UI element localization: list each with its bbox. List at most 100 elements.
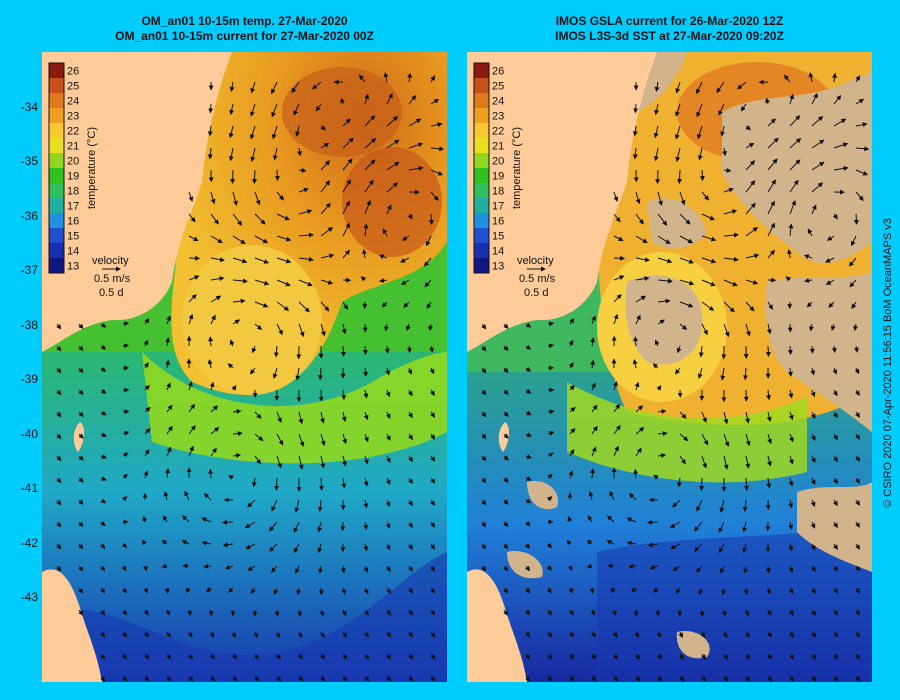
velocity-arrow [254, 257, 270, 264]
velocity-arrow [78, 609, 84, 616]
colorbar-tick-label: 25 [67, 81, 79, 93]
velocity-arrow [654, 103, 660, 116]
velocity-arrow [253, 631, 259, 639]
velocity-arrow [317, 367, 323, 381]
velocity-arrow [56, 433, 62, 440]
velocity-arrow [100, 410, 107, 416]
colorbar-swatch [49, 93, 64, 109]
velocity-arrow [320, 142, 330, 149]
velocity-arrow [657, 191, 663, 206]
velocity-arrow [851, 301, 857, 309]
colorbar-tick-label: 17 [492, 201, 504, 213]
velocity-arrow [161, 563, 168, 569]
velocity-arrow [232, 675, 238, 682]
velocity-arrow [424, 279, 432, 288]
cold-water-south [597, 522, 872, 682]
velocity-arrow [831, 345, 837, 354]
velocity-arrow [832, 389, 838, 397]
velocity-arrow [407, 213, 413, 220]
velocity-arrow [232, 213, 243, 226]
velocity-arrow [386, 139, 400, 149]
velocity-arrow [320, 227, 334, 237]
velocity-arrow [788, 455, 794, 465]
velocity-arrow [100, 543, 106, 549]
velocity-arrow [722, 631, 728, 639]
velocity-arrow [635, 314, 641, 325]
velocity-arrow [833, 587, 839, 594]
velocity-arrow [408, 118, 422, 127]
velocity-arrow [613, 445, 619, 457]
colorbar-tick-label: 22 [492, 126, 504, 138]
velocity-arrow [503, 565, 509, 572]
velocity-arrow [100, 675, 106, 682]
velocity-arrow [100, 565, 106, 572]
colorbar-swatch [49, 168, 64, 184]
velocity-arrow [699, 477, 705, 491]
velocity-arrow [606, 540, 615, 545]
velocity-arrow [653, 147, 659, 162]
velocity-arrow [122, 675, 128, 682]
velocity-arrow [253, 653, 259, 660]
velocity-arrow [184, 490, 190, 501]
velocity-arrow [679, 455, 686, 465]
velocity-arrow [723, 256, 739, 262]
velocity-arrow [341, 587, 347, 595]
velocity-arrow [767, 653, 773, 660]
velocity-arrow [503, 499, 509, 505]
velocity-arrow [144, 448, 150, 457]
colorbar-swatch [49, 63, 64, 79]
velocity-arrow [142, 515, 148, 523]
velocity-arrow [165, 468, 170, 479]
velocity-arrow [386, 631, 392, 638]
velocity-arrow [385, 565, 391, 573]
velocity-arrow [430, 433, 436, 440]
velocity-arrow [855, 521, 861, 528]
velocity-arrow [811, 204, 817, 215]
velocity-arrow [275, 653, 281, 660]
velocity-arrow [250, 587, 256, 594]
velocity-arrow [188, 445, 194, 457]
velocity-arrow [546, 542, 553, 549]
velocity-arrow [833, 94, 842, 105]
velocity-arrow [586, 563, 593, 569]
velocity-arrow [634, 631, 640, 638]
velocity-arrow [719, 499, 725, 513]
velocity-arrow [568, 587, 574, 594]
velocity-arrow [163, 491, 169, 501]
right-title-line1: IMOS GSLA current for 26-Mar-2020 12Z [555, 14, 784, 28]
velocity-arrow [408, 433, 413, 441]
velocity-arrow [833, 142, 849, 149]
velocity-arrow [56, 345, 62, 352]
velocity-arrow [207, 147, 213, 160]
velocity-arrow [385, 455, 391, 464]
velocity-arrow [187, 381, 193, 391]
velocity-arrow [407, 389, 413, 397]
velocity-arrow [503, 345, 509, 352]
mainland-australia [467, 52, 657, 352]
velocity-arrow [632, 359, 638, 369]
satellite-sst-map: 26 25 24 23 22 21 20 19 18 17 16 15 14 13 temperature… [467, 52, 872, 682]
velocity-arrow [342, 222, 350, 237]
velocity-arrow [320, 160, 331, 171]
velocity-arrow [679, 433, 689, 442]
lat-tick: -36 [20, 209, 38, 223]
velocity-arrow [429, 389, 435, 396]
velocity-arrow [408, 94, 417, 105]
velocity-arrow [626, 517, 637, 523]
velocity-arrow [745, 125, 751, 131]
velocity-arrow [723, 323, 730, 338]
velocity-arrow [613, 191, 619, 202]
velocity-arrow [232, 298, 246, 304]
velocity-arrow [206, 587, 212, 593]
velocity-arrow [525, 565, 531, 572]
colorbar-tick-label: 24 [67, 96, 79, 108]
velocity-arrow [382, 228, 388, 237]
velocity-arrow [591, 653, 597, 660]
velocity-arrow [296, 587, 302, 596]
velocity-arrow [276, 279, 291, 287]
velocity-arrow [569, 427, 576, 435]
velocity-arrow [386, 92, 393, 105]
velocity-arrow [569, 653, 575, 660]
velocity-arrow [767, 179, 776, 193]
velocity-arrow [855, 169, 869, 176]
